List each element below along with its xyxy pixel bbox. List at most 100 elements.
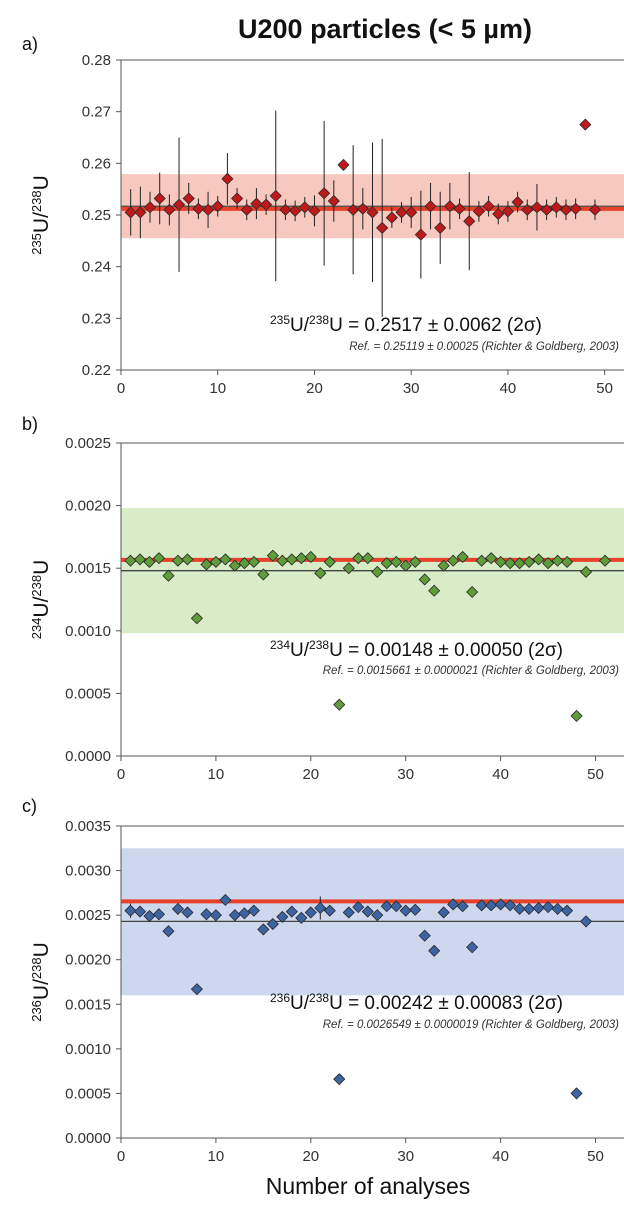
y-axis-label: 234U/238U — [29, 560, 54, 640]
x-tick-label: 20 — [306, 380, 323, 397]
data-point — [504, 899, 517, 912]
data-point — [285, 905, 298, 918]
data-point — [304, 550, 317, 563]
data-point — [152, 908, 166, 921]
y-axis-label: 235U/238U — [29, 175, 54, 255]
data-point — [437, 906, 450, 919]
data-point — [380, 900, 393, 913]
data-point — [231, 192, 244, 205]
data-point — [579, 565, 593, 579]
data-point — [172, 198, 186, 211]
data-point — [550, 201, 563, 214]
data-point — [513, 902, 526, 915]
annotation-reference: Ref. = 0.25119 ± 0.00025 (Richter & Gold… — [349, 341, 619, 353]
data-point — [456, 550, 469, 563]
data-point — [399, 904, 412, 917]
y-tick-label: 0.0035 — [65, 818, 111, 835]
data-point — [492, 207, 505, 221]
annotation-result: 236U/238U = 0.00242 ± 0.00083 (2σ) — [270, 991, 563, 1014]
data-point — [133, 905, 147, 918]
data-point — [504, 557, 517, 570]
y-tick-label: 0.26 — [82, 155, 111, 172]
y-tick-label: 0.0025 — [65, 907, 111, 924]
data-point — [428, 944, 441, 957]
y-tick-label: 0.0020 — [65, 498, 111, 515]
data-point — [521, 203, 534, 216]
data-point — [308, 204, 321, 217]
data-point — [418, 573, 431, 586]
data-point — [494, 555, 507, 569]
data-point — [437, 559, 450, 572]
y-tick-label: 0.22 — [82, 362, 111, 379]
data-point — [124, 206, 137, 219]
figure-title: U200 particles (< 5 µm) — [238, 14, 532, 44]
data-point — [200, 908, 213, 921]
data-point — [162, 569, 175, 582]
data-point — [409, 555, 422, 569]
data-point — [418, 929, 431, 942]
data-point — [209, 909, 222, 922]
data-point — [598, 554, 612, 567]
data-point — [323, 904, 336, 917]
data-point — [276, 554, 289, 567]
annotation-reference: Ref. = 0.0026549 ± 0.0000019 (Richter & … — [323, 1019, 619, 1031]
data-point — [209, 555, 222, 569]
x-tick-label: 50 — [596, 380, 613, 397]
data-point — [318, 187, 331, 200]
data-point — [314, 901, 327, 915]
data-point — [361, 905, 374, 918]
data-point — [182, 192, 195, 205]
data-point — [266, 549, 279, 562]
data-point — [124, 904, 137, 917]
data-point — [463, 215, 476, 228]
data-point — [171, 902, 185, 915]
data-point — [238, 557, 251, 570]
data-point — [428, 584, 441, 597]
x-tick-label: 0 — [117, 1148, 125, 1165]
data-point — [371, 909, 384, 922]
panel-label: c) — [22, 796, 37, 816]
data-point — [247, 555, 260, 569]
y-tick-label: 0.0030 — [65, 863, 111, 880]
data-point — [424, 200, 437, 213]
data-point — [434, 221, 447, 234]
data-point — [352, 552, 365, 565]
data-point — [143, 555, 156, 569]
x-tick-label: 10 — [209, 380, 226, 397]
y-tick-label: 0.0010 — [65, 1041, 111, 1058]
data-point — [181, 553, 194, 566]
data-point — [443, 200, 456, 213]
data-point — [190, 983, 203, 996]
data-point — [190, 612, 203, 625]
data-point — [588, 203, 602, 216]
data-point — [380, 557, 393, 570]
y-tick-label: 0.0000 — [65, 1130, 111, 1147]
data-point — [298, 201, 311, 214]
data-point — [466, 585, 479, 599]
chart-panel-2: b) 0.0000 0.0005 0.0010 0.0015 0.0020 0.0025 0 1… — [22, 414, 624, 783]
data-point — [240, 203, 253, 216]
data-point — [289, 204, 302, 217]
data-point — [472, 205, 485, 218]
data-point — [405, 206, 418, 219]
data-point — [342, 906, 355, 919]
data-point — [276, 910, 289, 923]
x-axis-label: Number of analyses — [266, 1173, 471, 1199]
data-point — [250, 197, 263, 210]
panel-label: b) — [22, 414, 38, 434]
data-point — [376, 221, 389, 234]
y-tick-label: 0.0005 — [65, 685, 111, 702]
data-point — [337, 158, 350, 171]
data-point — [133, 553, 147, 566]
data-point — [569, 202, 582, 215]
data-point — [295, 552, 308, 565]
data-point — [221, 172, 234, 185]
data-point — [342, 562, 355, 575]
data-point — [371, 565, 384, 579]
data-point — [327, 194, 340, 208]
x-tick-label: 20 — [302, 1148, 319, 1165]
data-point — [356, 202, 369, 215]
data-point — [304, 906, 317, 919]
data-point — [352, 901, 365, 914]
data-point — [523, 555, 536, 569]
